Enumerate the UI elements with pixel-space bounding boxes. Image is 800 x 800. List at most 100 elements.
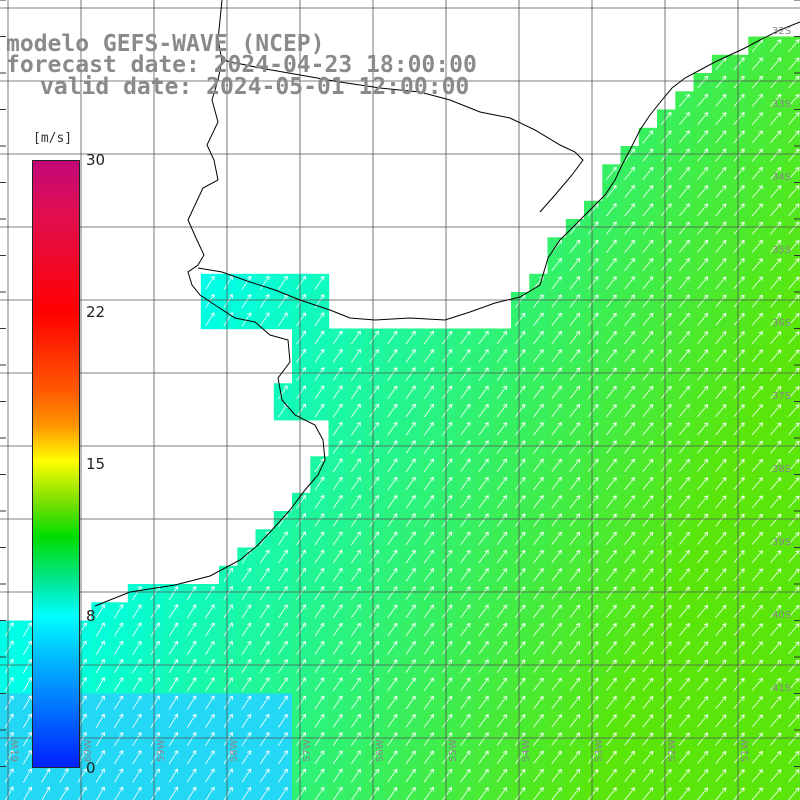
wind-arrow	[788, 313, 800, 326]
wind-arrow	[551, 768, 562, 783]
wind-arrow	[697, 458, 709, 472]
wind-cell	[766, 219, 786, 238]
wind-arrow	[296, 567, 306, 582]
wind-arrow	[587, 440, 599, 454]
wind-cell	[602, 328, 622, 348]
wind-cell	[328, 675, 348, 695]
wind-cell	[200, 784, 220, 800]
wind-arrow	[278, 713, 288, 728]
wind-arrow	[751, 203, 763, 217]
wind-arrow	[587, 294, 599, 308]
wind-arrow	[460, 330, 471, 345]
wind-arrow	[22, 658, 32, 674]
wind-cell	[638, 292, 658, 311]
wind-cell	[602, 419, 622, 439]
wind-cell	[310, 474, 330, 494]
wind-arrow	[369, 440, 380, 454]
wind-arrow	[660, 531, 672, 545]
wind-arrow	[569, 641, 581, 655]
wind-cell	[748, 419, 768, 439]
wind-cell	[474, 766, 494, 786]
wind-cell	[529, 456, 549, 476]
wind-arrow	[423, 549, 434, 564]
wind-arrow	[751, 57, 763, 71]
wind-cell	[784, 365, 800, 384]
wind-cell	[730, 602, 749, 622]
wind-cell	[730, 675, 749, 695]
wind-cell	[784, 438, 800, 457]
wind-arrow	[478, 586, 489, 600]
wind-cell	[584, 255, 603, 275]
wind-cell	[328, 657, 348, 676]
wind-arrow	[478, 422, 489, 436]
wind-arrow	[387, 495, 398, 509]
wind-arrow	[660, 550, 672, 564]
wind-cell	[730, 657, 749, 676]
wind-arrow	[405, 476, 416, 491]
wind-cell	[0, 711, 19, 731]
wind-cell	[310, 748, 330, 768]
wind-cell	[511, 657, 530, 676]
wind-arrow	[770, 93, 782, 107]
wind-arrow	[569, 549, 581, 564]
wind-cell	[438, 730, 457, 749]
wind-cell	[620, 657, 640, 676]
wind-arrow	[569, 239, 581, 253]
wind-arrow	[514, 531, 526, 545]
wind-arrow	[168, 604, 179, 619]
wind-cell	[383, 784, 403, 800]
wind-cell	[511, 675, 530, 695]
wind-cell	[365, 565, 384, 585]
wind-cell	[310, 292, 330, 311]
wind-cell	[474, 474, 494, 494]
wind-arrow	[350, 421, 361, 436]
wind-arrow	[606, 404, 617, 418]
wind-arrow	[77, 786, 87, 800]
wind-cell	[219, 273, 238, 293]
wind-arrow	[697, 677, 709, 691]
wind-arrow	[314, 330, 325, 345]
wind-arrow	[223, 567, 233, 582]
wind-cell	[748, 255, 768, 275]
wind-cell	[36, 784, 56, 800]
wind-cell	[273, 529, 293, 549]
wind-arrow	[551, 476, 562, 491]
wind-cell	[492, 346, 512, 366]
wind-cell	[565, 401, 585, 421]
wind-arrow	[715, 367, 727, 381]
wind-arrow	[788, 678, 800, 691]
wind-arrow	[387, 787, 398, 800]
latitude-label: 36S	[772, 318, 791, 329]
wind-cell	[638, 730, 658, 749]
wind-cell	[620, 255, 640, 275]
wind-cell	[383, 711, 403, 731]
wind-arrow	[22, 768, 32, 783]
wind-cell	[766, 693, 786, 713]
wind-cell	[730, 273, 749, 293]
wind-arrow	[442, 440, 453, 454]
wind-arrow	[514, 604, 526, 618]
wind-arrow	[751, 349, 763, 363]
wind-cell	[346, 474, 366, 494]
wind-cell	[784, 511, 800, 530]
wind-cell	[529, 565, 549, 585]
wind-arrow	[351, 786, 361, 800]
wind-arrow	[278, 586, 288, 601]
wind-cell	[547, 693, 567, 713]
wind-arrow	[168, 768, 179, 783]
wind-cell	[492, 730, 512, 749]
wind-cell	[565, 237, 585, 257]
wind-cell	[310, 328, 330, 348]
wind-arrow	[697, 239, 709, 253]
wind-cell	[438, 328, 457, 348]
wind-cell	[328, 730, 348, 749]
wind-arrow	[186, 604, 197, 619]
wind-cell	[91, 711, 111, 731]
wind-cell	[511, 474, 530, 494]
wind-arrow	[788, 787, 800, 800]
wind-cell	[711, 748, 731, 768]
wind-arrow	[678, 385, 690, 399]
wind-cell	[383, 328, 403, 348]
wind-arrow	[369, 604, 380, 619]
wind-arrow	[587, 312, 599, 326]
